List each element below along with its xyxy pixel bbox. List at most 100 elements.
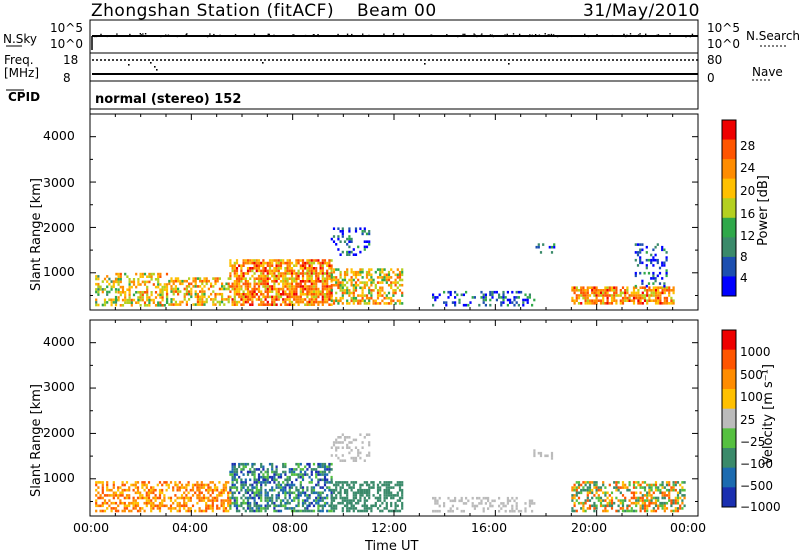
echo-cell xyxy=(249,269,252,273)
echo-cell xyxy=(246,295,250,299)
echo-cell xyxy=(240,272,243,275)
echo-cell xyxy=(608,501,611,505)
echo-cell xyxy=(297,300,300,304)
echo-cell xyxy=(163,504,166,508)
echo-cell xyxy=(147,481,151,484)
echo-cell xyxy=(491,499,494,503)
echo-cell xyxy=(593,289,596,292)
echo-cell xyxy=(635,294,638,297)
echo-cell xyxy=(284,470,287,474)
echo-cell xyxy=(310,290,313,293)
echo-cell xyxy=(346,488,349,492)
echo-cell xyxy=(306,259,309,262)
echo-cell xyxy=(350,486,353,489)
echo-cell xyxy=(159,275,162,278)
echo-cell xyxy=(266,473,269,476)
echo-cell xyxy=(306,295,309,299)
echo-cell xyxy=(159,272,162,276)
echo-cell xyxy=(394,283,397,287)
echo-cell xyxy=(335,296,338,300)
echo-cell xyxy=(392,294,395,297)
freq-tick-top: 18 xyxy=(63,53,79,67)
echo-cell xyxy=(238,295,241,299)
echo-cell xyxy=(253,501,256,505)
echo-cell xyxy=(158,504,162,508)
echo-cell xyxy=(136,509,140,513)
echo-cell xyxy=(328,264,331,267)
echo-cell xyxy=(130,301,133,304)
echo-cell xyxy=(332,302,336,305)
echo-cell xyxy=(350,456,353,460)
echo-cell xyxy=(330,481,333,484)
echo-cell xyxy=(233,267,236,270)
echo-cell xyxy=(357,245,360,249)
echo-cell xyxy=(187,496,190,500)
echo-cell xyxy=(332,240,336,243)
echo-cell xyxy=(323,481,327,484)
echo-cell xyxy=(582,291,585,295)
echo-cell xyxy=(161,293,164,297)
echo-cell xyxy=(376,488,380,492)
echo-cell xyxy=(630,509,633,513)
echo-cell xyxy=(641,248,644,252)
echo-cell xyxy=(392,270,395,274)
echo-cell xyxy=(106,275,109,278)
echo-cell xyxy=(150,298,153,302)
echo-cell xyxy=(176,496,179,500)
echo-cell xyxy=(177,292,180,296)
echo-cell xyxy=(643,509,647,513)
echo-cell xyxy=(279,280,283,283)
echo-cell xyxy=(194,277,197,280)
echo-cell xyxy=(317,274,320,278)
echo-cell xyxy=(401,270,404,274)
echo-cell xyxy=(185,504,188,508)
echo-cell xyxy=(299,287,302,291)
echo-cell xyxy=(476,496,479,500)
echo-cell xyxy=(513,499,516,503)
echo-cell xyxy=(163,283,166,286)
echo-cell xyxy=(670,501,673,505)
echo-cell xyxy=(484,496,487,500)
echo-cell xyxy=(438,509,441,513)
echo-cell xyxy=(224,483,228,487)
x-tick: 20:00 xyxy=(571,520,608,535)
echo-cell xyxy=(310,468,313,471)
echo-cell xyxy=(582,294,585,297)
echo-cell xyxy=(266,478,269,482)
echo-cell xyxy=(383,496,386,500)
echo-cell xyxy=(152,301,155,304)
echo-cell xyxy=(332,488,336,492)
echo-cell xyxy=(343,283,347,287)
echo-cell xyxy=(390,504,393,508)
echo-cell xyxy=(312,272,316,275)
echo-cell xyxy=(659,296,662,300)
echo-cell xyxy=(246,290,250,293)
echo-cell xyxy=(128,285,131,289)
echo-cell xyxy=(174,300,177,304)
echo-cell xyxy=(301,264,305,267)
echo-cell xyxy=(179,290,182,293)
echo-cell xyxy=(357,273,360,277)
echo-cell xyxy=(502,502,505,505)
echo-cell xyxy=(357,449,360,452)
echo-cell xyxy=(343,273,347,277)
echo-cell xyxy=(268,504,272,508)
echo-cell xyxy=(194,509,197,513)
echo-cell xyxy=(679,491,682,495)
echo-cell xyxy=(145,501,148,505)
echo-cell xyxy=(95,481,98,484)
echo-cell xyxy=(599,294,603,297)
echo-cell xyxy=(661,504,664,508)
echo-cell xyxy=(595,286,598,289)
echo-cell xyxy=(244,509,247,513)
echo-cell xyxy=(341,278,344,282)
echo-cell xyxy=(330,259,333,262)
echo-cell xyxy=(341,509,344,513)
echo-cell xyxy=(376,496,380,500)
echo-cell xyxy=(212,303,215,306)
echo-cell xyxy=(275,486,278,489)
echo-cell xyxy=(108,488,111,492)
echo-cell xyxy=(401,507,404,510)
echo-cell xyxy=(273,481,276,484)
echo-cell xyxy=(238,465,241,469)
